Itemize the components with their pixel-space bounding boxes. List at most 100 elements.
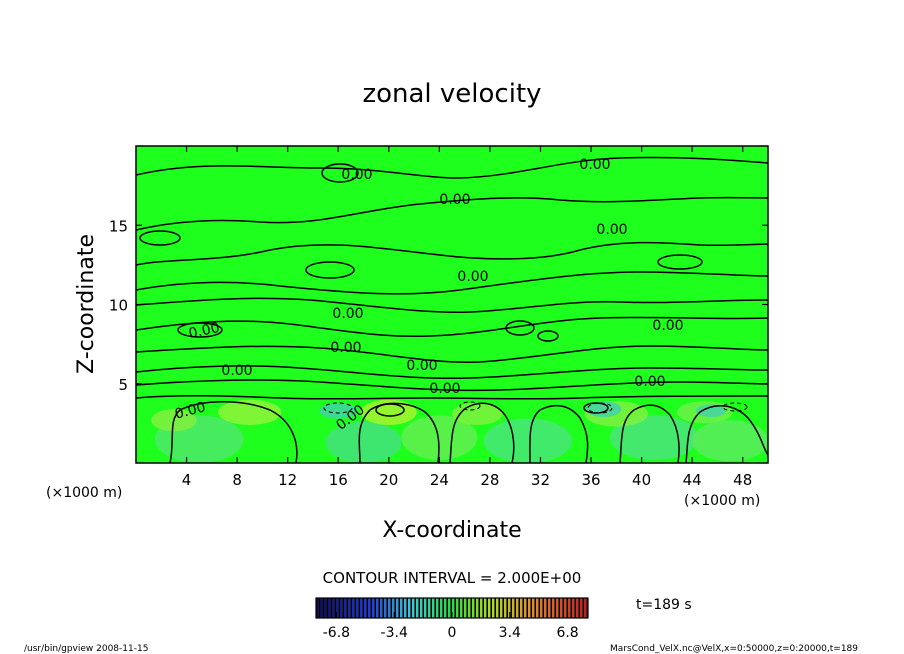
colorbar-stripe <box>376 598 379 618</box>
colorbar-stripe <box>568 598 571 618</box>
contour-label: 0.00 <box>406 358 437 374</box>
contour-line <box>358 402 440 463</box>
chart-title: zonal velocity <box>362 79 541 109</box>
colorbar-stripe <box>332 598 335 618</box>
colorbar-gap <box>534 598 536 618</box>
colorbar-stripe <box>464 598 467 618</box>
velocity-blob <box>325 421 402 463</box>
colorbar-stripe <box>576 598 579 618</box>
contour-loop <box>305 261 355 279</box>
x-tick-label: 16 <box>329 471 348 489</box>
contour-line <box>529 404 589 463</box>
y-unit-label: (×1000 m) <box>46 485 122 501</box>
colorbar-gap <box>358 598 360 618</box>
colorbar-gap <box>378 598 380 618</box>
colorbar-stripe <box>572 598 575 618</box>
colorbar-gap <box>330 598 332 618</box>
colorbar-gap <box>458 598 460 618</box>
colorbar-ticks: -6.8 -3.4 0 3.4 6.8 <box>323 612 579 641</box>
colorbar-gap <box>582 598 584 618</box>
colorbar-gap <box>334 598 336 618</box>
colorbar-gap <box>390 598 392 618</box>
colorbar-stripe <box>504 598 507 618</box>
velocity-blob <box>483 418 573 463</box>
colorbar-stripe <box>536 598 539 618</box>
colorbar-gap <box>346 598 348 618</box>
x-tick-label: 28 <box>480 471 499 489</box>
colorbar-stripe <box>468 598 471 618</box>
x-axis-title: X-coordinate <box>382 518 521 543</box>
colorbar-stripe <box>392 598 395 618</box>
colorbar-tick-label: -3.4 <box>381 625 408 641</box>
colorbar-gap <box>454 598 456 618</box>
velocity-blob <box>692 420 768 462</box>
colorbar-gap <box>574 598 576 618</box>
colorbar-stripe <box>532 598 535 618</box>
x-tick-label: 32 <box>531 471 550 489</box>
contour-line <box>136 297 768 314</box>
x-tick-label: 44 <box>683 471 702 489</box>
negative-contours <box>323 401 748 414</box>
colorbar-stripe <box>500 598 503 618</box>
colorbar-stripe <box>452 598 455 618</box>
colorbar-stripe <box>396 598 399 618</box>
colorbar-gap <box>442 598 444 618</box>
colorbar-gap <box>362 598 364 618</box>
time-label: t=189 s <box>636 597 692 613</box>
contour-label: 0.00 <box>221 363 252 379</box>
contour-label: 0.00 <box>341 167 372 183</box>
contour-lines <box>136 156 768 463</box>
colorbar-stripe <box>552 598 555 618</box>
colorbar-gap <box>506 598 508 618</box>
colorbar-stripe <box>584 598 587 618</box>
contour-label: 0.00 <box>173 399 207 423</box>
colorbar-stripe <box>348 598 351 618</box>
colorbar-gap <box>374 598 376 618</box>
colorbar-stripe <box>564 598 567 618</box>
colorbar-stripe <box>440 598 443 618</box>
x-tick-label: 24 <box>430 471 449 489</box>
contour-loop <box>537 330 559 342</box>
colorbar-gap <box>526 598 528 618</box>
colorbar-gap <box>434 598 436 618</box>
contour-label: 0.00 <box>187 320 221 342</box>
colorbar-gap <box>570 598 572 618</box>
colorbar-stripe <box>492 598 495 618</box>
colorbar-stripe <box>352 598 355 618</box>
colorbar-stripe <box>420 598 423 618</box>
colorbar-tick-label: -6.8 <box>323 625 350 641</box>
colorbar-stripe <box>496 598 499 618</box>
x-tick-label: 12 <box>278 471 297 489</box>
x-tick-label: 20 <box>379 471 398 489</box>
colorbar-stripe <box>512 598 515 618</box>
y-tick-label: 15 <box>109 217 128 235</box>
contour-loop <box>657 254 703 270</box>
contour-line <box>136 365 768 380</box>
x-tick-label: 40 <box>632 471 651 489</box>
contour-line <box>136 345 768 363</box>
colorbar-gap <box>342 598 344 618</box>
colorbar-gap <box>566 598 568 618</box>
colorbar-stripe <box>580 598 583 618</box>
colorbar-stripe <box>400 598 403 618</box>
colorbar-gap <box>502 598 504 618</box>
colorbar-stripe <box>320 598 323 618</box>
x-tick-label: 48 <box>733 471 752 489</box>
velocity-blobs <box>151 399 768 463</box>
contour-loop <box>139 230 181 246</box>
y-tick-label: 5 <box>118 376 128 394</box>
colorbar-stripe <box>560 598 563 618</box>
colorbar-stripe <box>368 598 371 618</box>
colorbar-stripe <box>460 598 463 618</box>
colorbar-stripe <box>472 598 475 618</box>
footer-left: /usr/bin/gpview 2008-11-15 <box>24 644 148 654</box>
colorbar-stripe <box>364 598 367 618</box>
colorbar-gap <box>366 598 368 618</box>
colorbar-stripe <box>476 598 479 618</box>
colorbar-stripe <box>520 598 523 618</box>
plot-area <box>136 146 768 463</box>
colorbar-stripe <box>480 598 483 618</box>
colorbar-stripe <box>356 598 359 618</box>
colorbar-stripe <box>316 598 319 618</box>
colorbar-stripe <box>416 598 419 618</box>
